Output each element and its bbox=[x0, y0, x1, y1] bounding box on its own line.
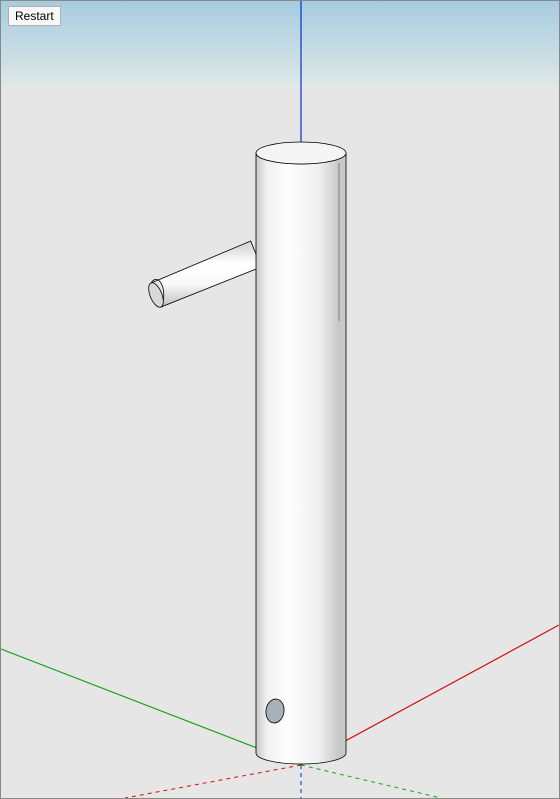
sky bbox=[1, 1, 559, 85]
restart-button[interactable]: Restart bbox=[8, 6, 61, 26]
scene-canvas bbox=[1, 1, 559, 798]
3d-viewport[interactable]: Restart bbox=[0, 0, 560, 799]
main-cylinder bbox=[256, 142, 346, 764]
